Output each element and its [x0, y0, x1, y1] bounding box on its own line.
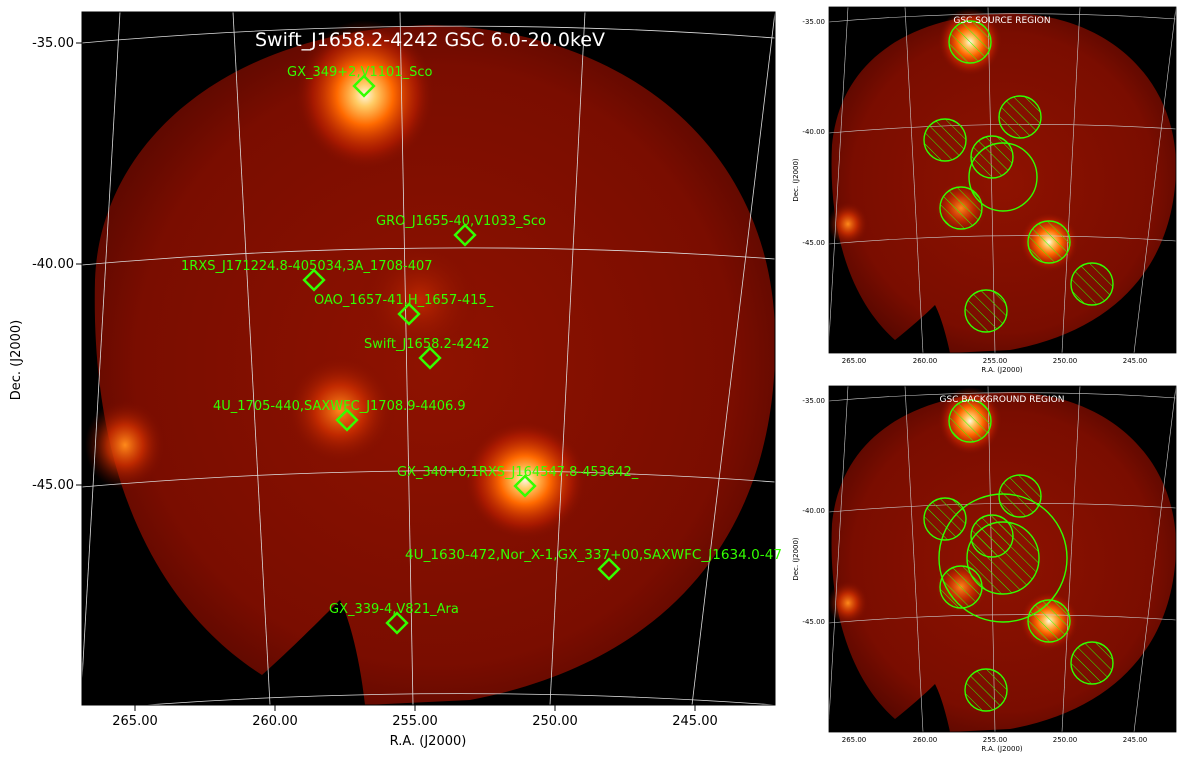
region-circle[interactable] — [948, 399, 992, 443]
x-tick-label: 255.00 — [983, 736, 1008, 744]
source-marker[interactable] — [453, 223, 477, 247]
hotspot-4u1705 — [285, 355, 395, 465]
region-circle[interactable] — [948, 20, 992, 64]
hotspot-left-edge — [85, 400, 165, 490]
region-circles — [923, 399, 1114, 712]
main-ticks — [76, 42, 696, 711]
panel-title: GSC SOURCE REGION — [953, 16, 1050, 26]
panel-frame — [828, 6, 1177, 354]
source-label: GRO_J1655-40,V1033_Sco — [376, 214, 546, 229]
faint-emission-center — [360, 240, 480, 360]
region-circles — [923, 20, 1114, 333]
region-circle[interactable] — [923, 497, 967, 541]
y-tick-label: -40.00 — [32, 257, 74, 272]
source-marker[interactable] — [397, 302, 421, 326]
source-marker[interactable] — [352, 74, 376, 98]
panel-hotspot — [829, 202, 868, 246]
x-axis-label: R.A. (J2000) — [981, 366, 1023, 374]
panel-frame — [828, 385, 1177, 733]
source-marker[interactable] — [513, 474, 537, 498]
grid-ra-e — [691, 12, 775, 705]
x-tick-label: 245.00 — [1123, 357, 1148, 365]
source-label: 4U_1705-440,SAXWFC_J1708.9-4406.9 — [213, 399, 466, 414]
grid-ra-c — [399, 12, 414, 705]
x-tick-label: 245.00 — [1123, 736, 1148, 744]
y-tick-label: -40.00 — [802, 507, 825, 515]
grid-dec-40 — [82, 247, 775, 266]
grid-dec-50 — [139, 693, 775, 705]
source-marker[interactable] — [335, 408, 359, 432]
y-axis-label: Dec. (J2000) — [792, 537, 800, 581]
main-plot-frame — [81, 11, 776, 706]
grid-ra-d — [549, 12, 586, 705]
hotspot-gx340 — [463, 420, 587, 540]
region-circle[interactable] — [939, 565, 983, 609]
main-coverage-region — [94, 25, 775, 705]
y-tick-label: -45.00 — [32, 478, 74, 493]
source-label: 1RXS_J171224.8-405034,3A_1708-407 — [181, 259, 433, 274]
y-tick-label: -35.00 — [802, 397, 825, 405]
y-axis-label: Dec. (J2000) — [9, 320, 24, 400]
x-tick-label: 250.00 — [1053, 357, 1078, 365]
region-circle[interactable] — [964, 289, 1008, 333]
region-circle[interactable] — [1070, 262, 1114, 306]
region-circle[interactable] — [964, 668, 1008, 712]
source-label: Swift_J1658.2-4242 — [364, 337, 490, 352]
x-tick-label: 250.00 — [532, 714, 578, 729]
source-marker[interactable] — [385, 611, 409, 635]
main-intensity-map — [85, 20, 775, 705]
x-axis-label: R.A. (J2000) — [981, 745, 1023, 753]
region-circle[interactable] — [1070, 641, 1114, 685]
panel-title: GSC BACKGROUND REGION — [940, 395, 1065, 405]
region-circle[interactable] — [939, 186, 983, 230]
background-region-panel: GSC BACKGROUND REGION 265.00 260.00 255.… — [792, 385, 1177, 753]
region-circle[interactable] — [923, 118, 967, 162]
region-circle[interactable] — [998, 474, 1042, 518]
x-tick-label: 265.00 — [842, 736, 867, 744]
source-label: OAO_1657-41,H_1657-415_ — [314, 293, 494, 308]
x-tick-label: 255.00 — [983, 357, 1008, 365]
source-label: 4U_1630-472,Nor_X-1,GX_337+00,SAXWFC_J16… — [405, 548, 782, 563]
grid-ra-b — [232, 12, 271, 705]
y-tick-label: -35.00 — [32, 36, 74, 51]
source-label: GX_349+2,V1101_Sco — [287, 65, 432, 80]
region-circle[interactable] — [1027, 220, 1071, 264]
x-tick-label: 250.00 — [1053, 736, 1078, 744]
region-circle[interactable] — [998, 95, 1042, 139]
region-circle[interactable] — [970, 135, 1014, 179]
source-markers — [302, 74, 621, 635]
y-tick-label: -45.00 — [802, 239, 825, 247]
x-axis-label: R.A. (J2000) — [390, 734, 467, 749]
x-tick-label: 265.00 — [112, 714, 158, 729]
region-circle[interactable] — [1027, 599, 1071, 643]
source-marker[interactable] — [418, 346, 442, 370]
grid-dec-35 — [82, 25, 775, 44]
y-tick-label: -35.00 — [802, 18, 825, 26]
x-tick-label: 255.00 — [392, 714, 438, 729]
x-tick-label: 265.00 — [842, 357, 867, 365]
main-plot: Swift_J1658.2-4242 GSC 6.0-20.0keV 265.0… — [9, 11, 782, 749]
x-tick-label: 260.00 — [913, 736, 938, 744]
y-axis-label: Dec. (J2000) — [792, 158, 800, 202]
x-tick-label: 260.00 — [913, 357, 938, 365]
y-tick-label: -40.00 — [802, 128, 825, 136]
grid-ra-a — [82, 12, 121, 681]
source-region-circle[interactable] — [968, 142, 1038, 212]
source-marker[interactable] — [597, 557, 621, 581]
main-title: Swift_J1658.2-4242 GSC 6.0-20.0keV — [255, 29, 605, 51]
y-tick-label: -45.00 — [802, 618, 825, 626]
source-marker[interactable] — [302, 268, 326, 292]
source-label: GX_339-4,V821_Ara — [329, 602, 459, 617]
region-circle[interactable] — [970, 514, 1014, 558]
source-region-panel: GSC SOURCE REGION 265.00 260.00 255.00 2… — [792, 6, 1177, 374]
panel-hotspot — [829, 581, 868, 625]
main-coordinate-grid — [82, 12, 775, 705]
source-label: GX_340+0,1RXS_J164547.8-453642_ — [397, 465, 639, 480]
x-tick-label: 245.00 — [672, 714, 718, 729]
x-tick-label: 260.00 — [252, 714, 298, 729]
grid-dec-45 — [82, 470, 775, 488]
